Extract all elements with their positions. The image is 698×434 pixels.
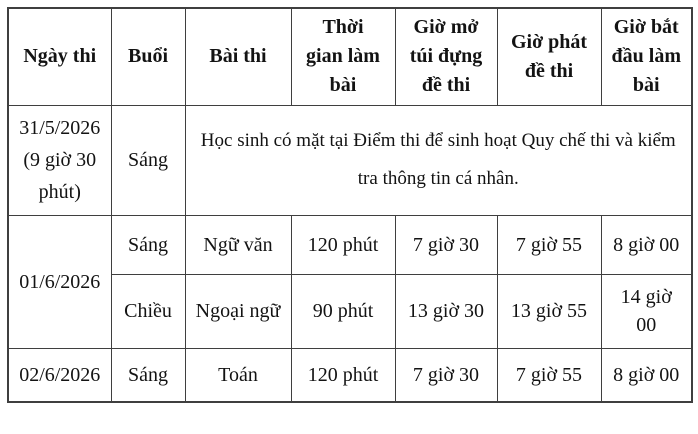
cell-subject: Ngoại ngữ [184,273,292,349]
exam-row: 01/6/2026 Sáng Ngữ văn 120 phút 7 giờ 30… [7,214,693,349]
exam-schedule-table: Ngày thi Buổi Bài thi Thời gian làm bài … [7,7,693,403]
cell-orientation-note: Học sinh có mặt tại Điểm thi để sinh hoạ… [184,104,693,216]
cell-start-time: 8 giờ 00 [600,347,693,403]
cell-subject: Toán [184,347,292,403]
cell-handout-time: 7 giờ 55 [496,347,602,403]
cell-exam-date: 01/6/2026 [7,214,112,349]
cell-session: Sáng [110,104,186,216]
cell-open-envelope-time: 7 giờ 30 [394,214,498,275]
cell-duration: 120 phút [290,214,396,275]
header-session: Buổi [110,7,186,106]
header-open-envelope-time: Giờ mở túi đựng đề thi [394,7,498,106]
header-row: Ngày thi Buổi Bài thi Thời gian làm bài … [7,7,693,106]
cell-session: Sáng [110,347,186,403]
cell-handout-time: 13 giờ 55 [496,273,602,349]
cell-session: Sáng [110,214,186,275]
cell-open-envelope-time: 13 giờ 30 [394,273,498,349]
header-start-time: Giờ bắt đầu làm bài [600,7,693,106]
cell-duration: 90 phút [290,273,396,349]
cell-open-envelope-time: 7 giờ 30 [394,347,498,403]
cell-exam-date: 02/6/2026 [7,347,112,403]
cell-start-time: 8 giờ 00 [600,214,693,275]
cell-session: Chiều [110,273,186,349]
header-exam-date: Ngày thi [7,7,112,106]
exam-row: Chiều Ngoại ngữ 90 phút 13 giờ 30 13 giờ… [8,273,693,349]
orientation-row: 31/5/2026 (9 giờ 30 phút) Sáng Học sinh … [7,104,693,216]
cell-start-time: 14 giờ 00 [600,273,693,349]
exam-row: 02/6/2026 Sáng Toán 120 phút 7 giờ 30 7 … [7,347,693,403]
header-duration: Thời gian làm bài [290,7,396,106]
cell-duration: 120 phút [290,347,396,403]
header-handout-time: Giờ phát đề thi [496,7,602,106]
cell-handout-time: 7 giờ 55 [496,214,602,275]
cell-subject: Ngữ văn [184,214,292,275]
cell-exam-date: 31/5/2026 (9 giờ 30 phút) [7,104,112,216]
header-subject: Bài thi [184,7,292,106]
